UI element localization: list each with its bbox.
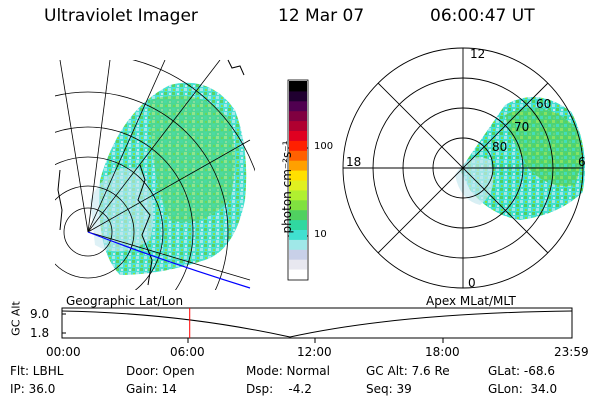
instrument-title: Ultraviolet Imager (44, 6, 198, 26)
colorbar-swatch (289, 120, 307, 131)
timeline-left-title: Geographic Lat/Lon (66, 294, 184, 308)
time-tick-2: 12:00 (297, 345, 332, 359)
colorbar-swatch (289, 160, 307, 171)
colorbar-swatch (289, 170, 307, 181)
polar-ring-70: 70 (514, 120, 530, 134)
geographic-map (55, 60, 255, 290)
timeline-ymin: 1.8 (30, 326, 50, 340)
colorbar-unit-label: photon cm⁻²s⁻¹ (280, 140, 294, 234)
colorbar-tick-10: 10 (314, 229, 327, 240)
polar-label-top: 12 (470, 47, 486, 61)
timeline-ymax: 9.0 (30, 307, 50, 321)
colorbar-swatch (289, 100, 307, 112)
status-gain: Gain: 14 (126, 382, 177, 396)
colorbar-swatch (289, 219, 307, 230)
time-tick-4: 23:59 (554, 345, 589, 359)
altitude-timeline (61, 307, 573, 343)
status-gcalt: GC Alt: 7.6 Re (366, 364, 450, 378)
status-mode: Mode: Normal (246, 364, 330, 378)
colorbar-tick-100: 100 (314, 141, 334, 152)
colorbar-swatch (289, 90, 307, 102)
status-flt: Flt: LBHL (10, 364, 64, 378)
polar-ring-60: 60 (536, 97, 552, 111)
colorbar-swatch (289, 180, 307, 191)
status-glon: GLon: 34.0 (488, 382, 558, 396)
status-door: Door: Open (126, 364, 195, 378)
status-ip: IP: 36.0 (10, 382, 56, 396)
timeline-right-title: Apex MLat/MLT (426, 294, 516, 308)
colorbar-swatch (289, 249, 307, 260)
colorbar-swatch (289, 199, 307, 211)
colorbar-swatch (289, 130, 307, 141)
polar-ring-80: 80 (492, 140, 508, 154)
date-label: 12 Mar 07 (278, 6, 365, 26)
colorbar-swatch (289, 110, 307, 122)
colorbar-swatch (289, 259, 307, 270)
polar-label-right: 6 (578, 155, 586, 169)
colorbar-swatch (289, 229, 307, 240)
colorbar-swatch (289, 140, 307, 151)
polar-label-bottom: 0 (468, 276, 476, 290)
colorbar-swatch (289, 150, 307, 161)
polar-label-left: 18 (346, 155, 362, 169)
time-tick-3: 18:00 (425, 345, 460, 359)
status-glat: GLat: -68.6 (488, 364, 555, 378)
status-dsp: Dsp: -4.2 (246, 382, 312, 396)
colorbar-swatch (289, 269, 307, 280)
timeline-ylabel: GC Alt (9, 301, 23, 336)
colorbar-swatch (289, 239, 307, 250)
time-label: 06:00:47 UT (430, 6, 535, 26)
colorbar-swatch (289, 189, 307, 201)
polar-plot (342, 47, 585, 289)
time-tick-1: 06:00 (170, 345, 205, 359)
colorbar-swatch (289, 81, 307, 92)
time-tick-0: 00:00 (46, 345, 81, 359)
status-seq: Seq: 39 (366, 382, 412, 396)
colorbar-swatch (289, 209, 307, 221)
